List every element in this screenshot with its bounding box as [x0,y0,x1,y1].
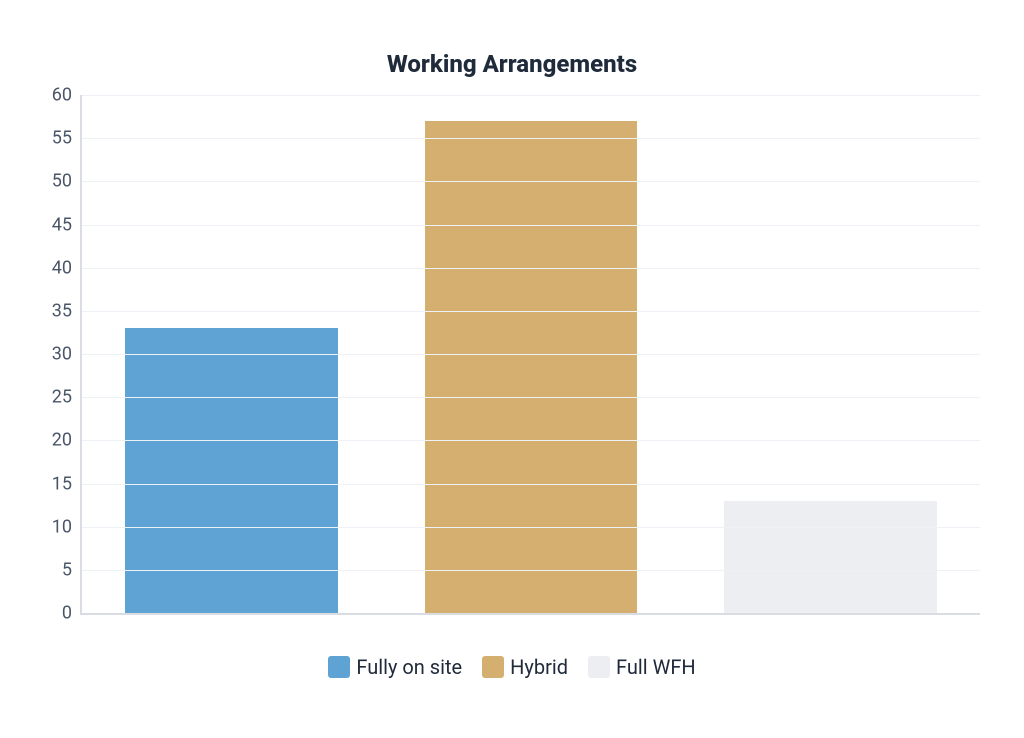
y-tick-label: 55 [52,128,82,149]
y-tick-label: 25 [52,387,82,408]
grid-line [82,181,980,182]
y-tick-label: 50 [52,171,82,192]
y-tick-label: 5 [62,559,82,580]
chart-title: Working Arrangements [0,50,1024,78]
y-tick-label: 0 [62,603,82,624]
plot-area: 051015202530354045505560 [80,95,980,615]
legend-swatch [482,656,504,678]
legend-item: Fully on site [328,655,462,679]
grid-line [82,440,980,441]
grid-line [82,570,980,571]
y-tick-label: 45 [52,214,82,235]
grid-line [82,268,980,269]
chart-container: Working Arrangements 0510152025303540455… [0,0,1024,738]
bar [425,121,638,613]
legend: Fully on site Hybrid Full WFH [0,655,1024,679]
grid-line [82,354,980,355]
y-tick-label: 30 [52,344,82,365]
bar [724,501,937,613]
grid-line [82,225,980,226]
y-tick-label: 60 [52,85,82,106]
legend-label: Hybrid [510,655,568,679]
grid-line [82,527,980,528]
legend-item: Hybrid [482,655,568,679]
grid-line [82,311,980,312]
y-tick-label: 20 [52,430,82,451]
grid-line [82,95,980,96]
y-tick-label: 15 [52,473,82,494]
y-tick-label: 40 [52,257,82,278]
grid-line [82,397,980,398]
y-tick-label: 35 [52,300,82,321]
grid-line [82,138,980,139]
legend-label: Full WFH [616,655,696,679]
legend-swatch [328,656,350,678]
y-tick-label: 10 [52,516,82,537]
grid-line [82,484,980,485]
legend-item: Full WFH [588,655,696,679]
legend-label: Fully on site [356,655,462,679]
legend-swatch [588,656,610,678]
